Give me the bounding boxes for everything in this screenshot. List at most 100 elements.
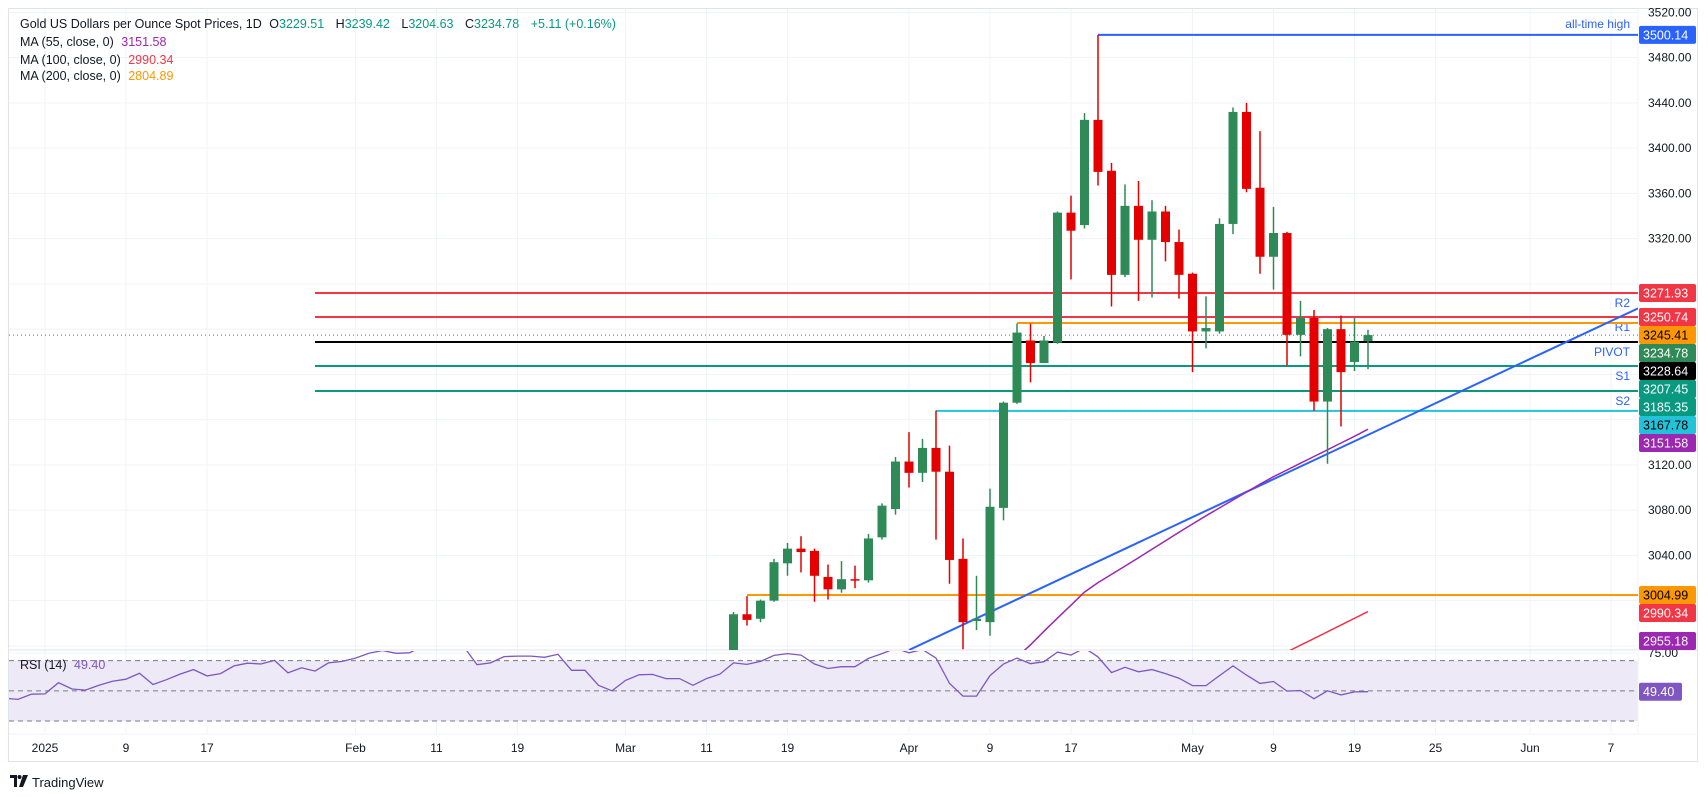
candle[interactable] [1134,180,1143,301]
price-badge: 3151.58 [1639,434,1696,453]
candle[interactable] [1188,272,1197,373]
price-badge-label: 2990.34 [1643,607,1688,621]
candle[interactable] [1012,323,1022,404]
candle[interactable] [1039,335,1049,364]
candle-body [1080,119,1089,226]
candle[interactable] [1296,300,1305,357]
candle[interactable] [756,599,765,623]
level-label: PIVOT [1594,345,1631,359]
level-label: S2 [1615,394,1630,408]
candle[interactable] [1080,113,1089,229]
candle[interactable] [1228,107,1238,235]
price-badge-bg [1639,362,1696,381]
candle[interactable] [729,611,738,663]
price-badge: 3245.41 [1639,326,1696,345]
candle[interactable] [1107,162,1116,307]
tradingview-logo[interactable]: TradingView [10,774,104,790]
open-value: 3229.51 [279,17,325,31]
candle[interactable] [1269,206,1278,290]
candle[interactable] [918,438,927,482]
high-value: 3239.42 [344,17,390,31]
candle[interactable] [837,561,846,593]
candle-body [1255,187,1265,257]
candle[interactable] [1201,296,1211,349]
candle[interactable] [1053,211,1062,344]
price-tick-label: 3320.00 [1648,232,1692,246]
rsi-line [9,651,1369,701]
candle[interactable] [1350,317,1359,372]
candle[interactable] [1323,328,1332,464]
candle[interactable] [958,538,968,650]
rsi-legend[interactable]: RSI (14) 49.40 [20,656,109,674]
price-badge-label: 3250.74 [1643,311,1688,325]
chart-frame [8,8,1698,762]
candle-body [1296,317,1305,335]
candle[interactable] [1120,184,1130,278]
candle[interactable] [1363,329,1373,370]
candle[interactable] [1161,205,1170,262]
candle[interactable] [904,432,914,488]
price-badge-label: 3004.99 [1643,589,1688,603]
ma55-legend[interactable]: MA (55, close, 0) 3151.58 [20,33,170,51]
candle[interactable] [864,533,873,583]
time-tick-label: 25 [1429,741,1443,755]
candle-body [742,614,752,620]
candle-body [1269,232,1278,257]
time-tick-label: 17 [1064,741,1078,755]
price-badge: 3167.78 [1639,416,1696,435]
ma100-legend[interactable]: MA (100, close, 0) 2990.34 [20,51,177,69]
candle[interactable] [1093,34,1103,186]
time-tick-label: Jun [1520,741,1539,755]
candle-body [729,614,738,650]
candle[interactable] [1255,131,1265,274]
candle[interactable] [1282,231,1292,366]
symbol-title[interactable]: Gold US Dollars per Ounce Spot Prices, 1… [20,17,262,31]
candle[interactable] [931,410,941,540]
candle-body [756,600,765,619]
candle-body [1066,212,1076,231]
candle[interactable] [1215,218,1224,334]
candle[interactable] [1026,323,1035,383]
candle[interactable] [1309,309,1319,411]
candle-body [918,447,927,473]
candle[interactable] [796,536,806,573]
candle[interactable] [823,564,833,600]
ma200-legend[interactable]: MA (200, close, 0) 2804.89 [20,67,177,85]
price-badge-bg [1639,326,1696,345]
ma55-line [1023,428,1369,650]
candle[interactable] [972,575,981,631]
price-badge-bg [1639,344,1696,363]
price-badge-label: 3234.78 [1643,347,1688,361]
candle[interactable] [945,445,954,584]
ma200-label: MA (200, close, 0) [20,69,121,83]
candle[interactable] [999,401,1008,521]
price-badge-bg [1639,284,1696,303]
candle[interactable] [1336,315,1346,427]
time-tick-label: 7 [1608,741,1615,755]
candle-body [1012,332,1022,403]
candle[interactable] [1066,195,1076,280]
candle[interactable] [1174,229,1184,299]
candle[interactable] [877,503,887,540]
candle[interactable] [1147,200,1157,298]
price-badge-label: 3500.14 [1643,28,1688,42]
candle[interactable] [742,596,752,626]
ma55-value: 3151.58 [121,35,167,49]
candle[interactable] [985,488,995,636]
time-axis[interactable]: 2025 9 17 Feb 11 19 Mar 11 19 Apr 9 17 May 9 19 25 Jun 7 [32,741,1615,755]
low-value: 3204.63 [408,17,454,31]
candle[interactable] [891,456,900,515]
candle[interactable] [769,558,779,602]
price-tick-label: 3040.00 [1648,548,1692,562]
candle[interactable] [850,565,860,589]
candle-body [1228,111,1238,224]
candle-body [1242,111,1251,189]
candle-body [783,548,792,564]
trendline[interactable] [908,307,1638,650]
candle[interactable] [810,548,819,602]
candle[interactable] [783,542,792,576]
candle[interactable] [1242,102,1251,193]
candle-body [1350,341,1359,362]
price-badges: 3500.14 3271.93 3250.74 3245.41 3234.78 3228.… [1639,25,1696,701]
